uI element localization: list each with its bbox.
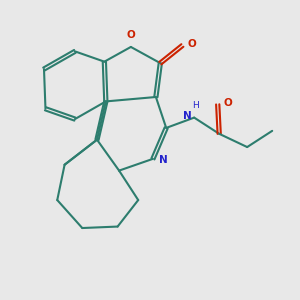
Text: O: O (188, 39, 197, 49)
Text: O: O (127, 31, 135, 40)
Text: O: O (223, 98, 232, 108)
Text: N: N (159, 155, 168, 165)
Text: N: N (183, 111, 192, 121)
Text: H: H (192, 101, 199, 110)
